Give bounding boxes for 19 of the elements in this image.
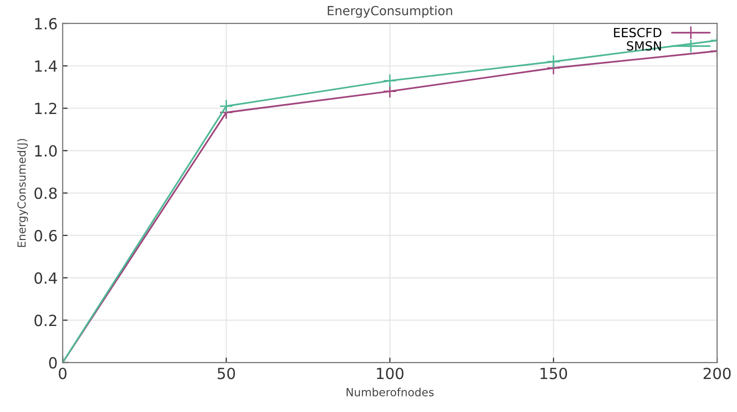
y-tick-label: 0.8 bbox=[34, 187, 57, 200]
y-tick-label: 1.6 bbox=[35, 18, 57, 30]
legend-label: SMSN bbox=[626, 41, 661, 51]
x-tick-label: 50 bbox=[218, 368, 235, 380]
y-tick-label: 0.4 bbox=[34, 272, 57, 284]
legend-label: EESCFD bbox=[614, 28, 662, 38]
y-tick-label: 0.6 bbox=[34, 230, 57, 242]
y-tick-label: 1.4 bbox=[35, 60, 57, 72]
y-axis-title: EnergyConsumed(J) bbox=[17, 138, 28, 247]
x-tick-label: 200 bbox=[704, 368, 731, 380]
x-tick-label: 0 bbox=[58, 368, 66, 380]
y-tick-label: 0.2 bbox=[34, 314, 56, 326]
y-tick-label: 1.2 bbox=[35, 102, 56, 114]
chart-title: EnergyConsumption bbox=[328, 6, 452, 18]
y-tick-label: 1.0 bbox=[35, 145, 57, 157]
x-tick-label: 150 bbox=[540, 368, 568, 380]
x-axis-title: Numberofnodes bbox=[346, 388, 434, 396]
x-tick-label: 100 bbox=[376, 368, 404, 380]
y-tick-label: 0 bbox=[49, 357, 57, 369]
